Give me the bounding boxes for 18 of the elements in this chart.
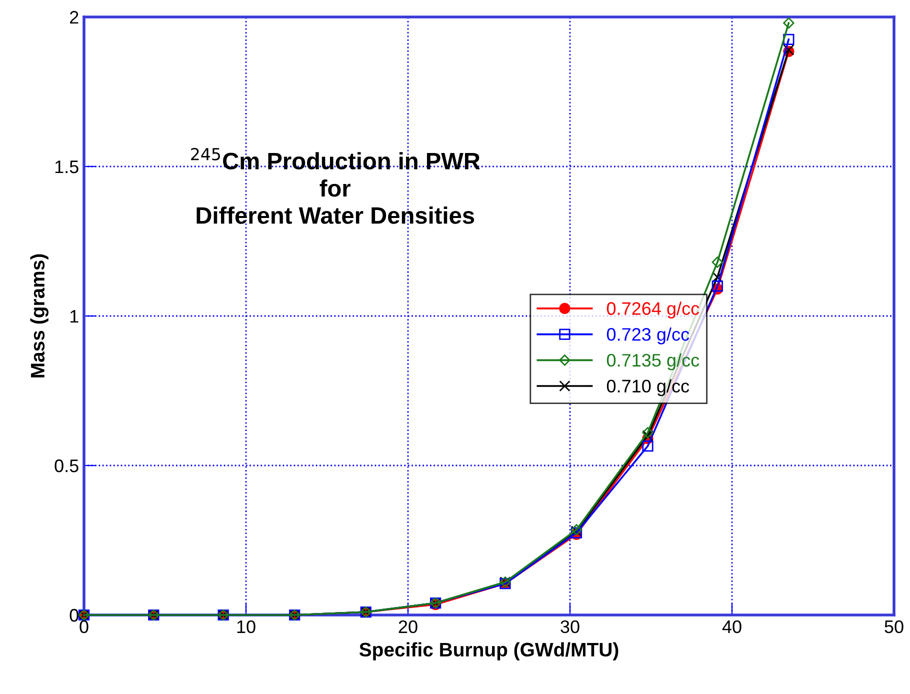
x-tick-label: 50: [884, 620, 904, 634]
y-tick-label: 0.5: [54, 459, 78, 472]
y-tick-label: 2: [70, 10, 78, 24]
y-tick-label: 1: [70, 310, 78, 323]
legend-label: 0.723 g/cc: [606, 328, 690, 344]
text: $^{245}$Cm Production in PWR for Different Water Densities: [191, 148, 480, 224]
legend-label: 0.710 g/cc: [606, 379, 690, 396]
y-tick-label: 1.5: [55, 160, 78, 174]
legend-label: 0.7264 g/cc: [606, 302, 700, 319]
y-tick-label: 0: [70, 608, 78, 622]
x-tick-label: 10: [237, 620, 256, 634]
y-axis-title: Mass (grams): [30, 254, 48, 378]
x-axis-title: Specific Burnup (GWd/MTU): [359, 642, 618, 660]
x-tick-label: 20: [398, 620, 418, 634]
x-tick-label: 0: [80, 620, 88, 634]
x-tick-label: 40: [722, 620, 742, 634]
legend-label: 0.7135 g/cc: [606, 353, 700, 370]
x-tick-label: 30: [560, 620, 580, 634]
